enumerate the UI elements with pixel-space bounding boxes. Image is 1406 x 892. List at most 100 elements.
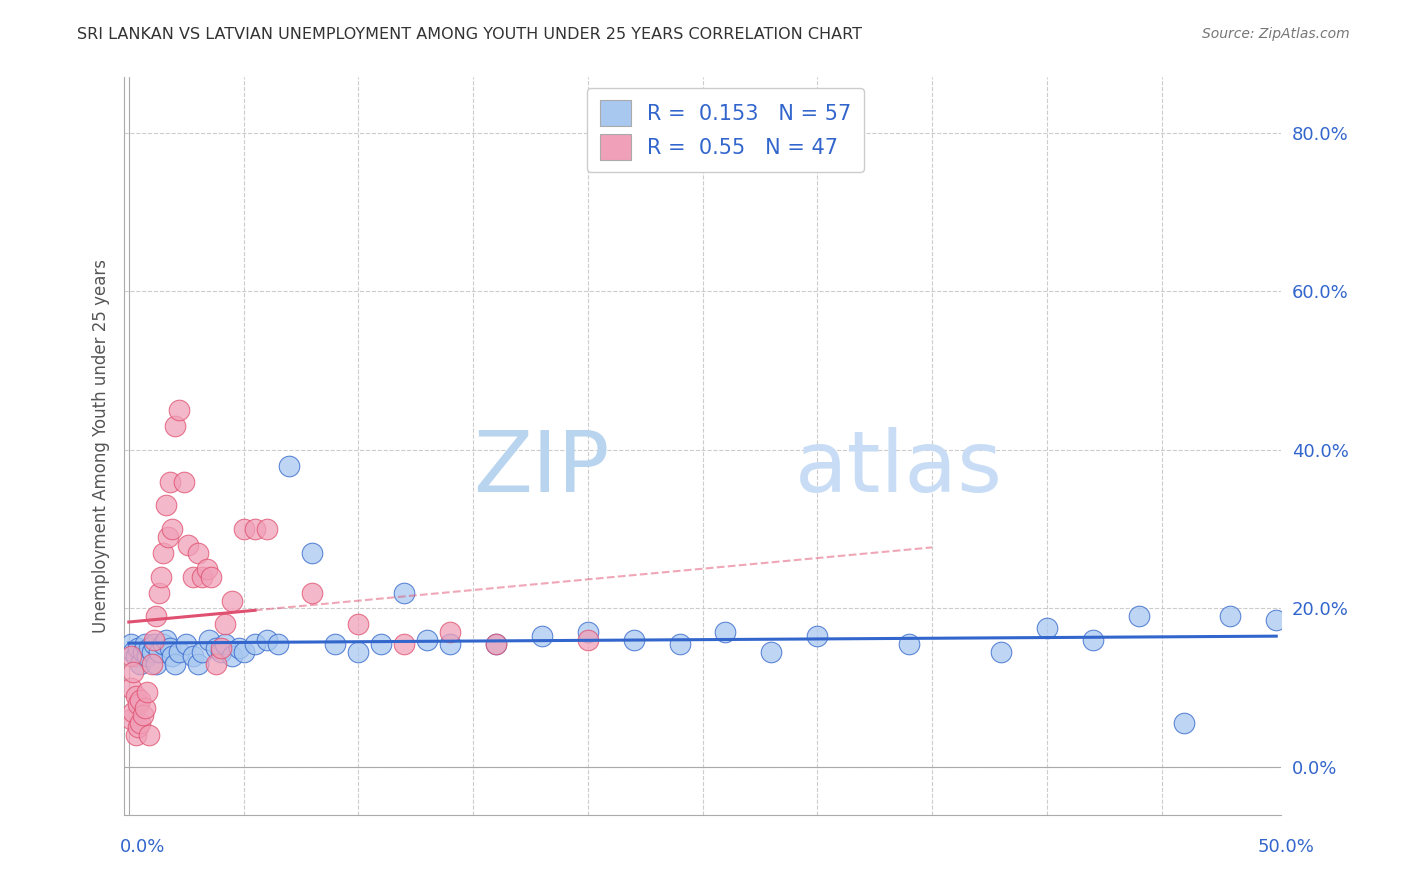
Point bbox=[301, 585, 323, 599]
Point bbox=[122, 665, 145, 679]
Point bbox=[155, 499, 177, 513]
Point bbox=[145, 609, 167, 624]
Point bbox=[221, 648, 243, 663]
Point bbox=[138, 728, 160, 742]
Point bbox=[145, 657, 167, 671]
Point bbox=[120, 637, 142, 651]
Point bbox=[761, 645, 783, 659]
Point bbox=[127, 641, 149, 656]
Point bbox=[278, 458, 301, 473]
Point bbox=[209, 641, 232, 656]
Point bbox=[898, 637, 921, 651]
Point bbox=[149, 570, 172, 584]
Point bbox=[416, 633, 439, 648]
Point bbox=[205, 641, 228, 656]
Point bbox=[169, 645, 191, 659]
Point bbox=[159, 475, 181, 489]
Point bbox=[141, 657, 163, 671]
Point bbox=[148, 585, 170, 599]
Point bbox=[806, 629, 828, 643]
Point bbox=[214, 637, 236, 651]
Point bbox=[530, 629, 553, 643]
Point bbox=[174, 637, 197, 651]
Point bbox=[198, 633, 221, 648]
Point bbox=[439, 625, 461, 640]
Y-axis label: Unemployment Among Youth under 25 years: Unemployment Among Youth under 25 years bbox=[93, 259, 110, 633]
Point bbox=[267, 637, 290, 651]
Point bbox=[392, 637, 415, 651]
Point bbox=[347, 645, 370, 659]
Point bbox=[243, 522, 266, 536]
Point bbox=[576, 633, 599, 648]
Text: 0.0%: 0.0% bbox=[120, 838, 165, 856]
Point bbox=[990, 645, 1012, 659]
Point bbox=[191, 645, 214, 659]
Point bbox=[485, 637, 508, 651]
Point bbox=[136, 684, 159, 698]
Point bbox=[1219, 609, 1241, 624]
Point bbox=[169, 403, 191, 417]
Point bbox=[485, 637, 508, 651]
Point bbox=[155, 633, 177, 648]
Point bbox=[120, 713, 142, 727]
Point bbox=[256, 522, 278, 536]
Point bbox=[159, 641, 181, 656]
Point bbox=[125, 728, 148, 742]
Text: ZIP: ZIP bbox=[474, 426, 610, 509]
Point bbox=[129, 716, 152, 731]
Point bbox=[122, 645, 145, 659]
Point bbox=[576, 625, 599, 640]
Text: 50.0%: 50.0% bbox=[1258, 838, 1315, 856]
Point bbox=[177, 538, 200, 552]
Point bbox=[392, 585, 415, 599]
Point bbox=[131, 708, 153, 723]
Text: Source: ZipAtlas.com: Source: ZipAtlas.com bbox=[1202, 27, 1350, 41]
Point bbox=[156, 530, 179, 544]
Point bbox=[163, 657, 186, 671]
Point bbox=[125, 689, 148, 703]
Point bbox=[181, 648, 204, 663]
Point bbox=[370, 637, 392, 651]
Point bbox=[1173, 716, 1195, 731]
Point bbox=[131, 645, 153, 659]
Point bbox=[125, 648, 148, 663]
Point bbox=[134, 637, 156, 651]
Point bbox=[195, 562, 218, 576]
Point bbox=[187, 657, 209, 671]
Point bbox=[181, 570, 204, 584]
Text: SRI LANKAN VS LATVIAN UNEMPLOYMENT AMONG YOUTH UNDER 25 YEARS CORRELATION CHART: SRI LANKAN VS LATVIAN UNEMPLOYMENT AMONG… bbox=[77, 27, 862, 42]
Point bbox=[143, 637, 166, 651]
Point bbox=[138, 641, 160, 656]
Point bbox=[232, 522, 254, 536]
Point bbox=[129, 657, 152, 671]
Point bbox=[173, 475, 195, 489]
Point bbox=[148, 645, 170, 659]
Point bbox=[221, 593, 243, 607]
Point bbox=[127, 697, 149, 711]
Point bbox=[136, 648, 159, 663]
Point bbox=[152, 546, 174, 560]
Point bbox=[1265, 613, 1288, 627]
Point bbox=[120, 648, 142, 663]
Point bbox=[1128, 609, 1150, 624]
Legend: R =  0.153   N = 57, R =  0.55   N = 47: R = 0.153 N = 57, R = 0.55 N = 47 bbox=[588, 87, 865, 172]
Point bbox=[127, 720, 149, 734]
Point bbox=[187, 546, 209, 560]
Point bbox=[162, 648, 184, 663]
Point bbox=[143, 633, 166, 648]
Point bbox=[134, 700, 156, 714]
Point bbox=[162, 522, 184, 536]
Point bbox=[205, 657, 228, 671]
Point bbox=[668, 637, 690, 651]
Point bbox=[129, 692, 152, 706]
Point bbox=[209, 645, 232, 659]
Point bbox=[623, 633, 645, 648]
Text: atlas: atlas bbox=[794, 426, 1002, 509]
Point bbox=[1035, 621, 1057, 635]
Point bbox=[439, 637, 461, 651]
Point bbox=[714, 625, 737, 640]
Point bbox=[191, 570, 214, 584]
Point bbox=[141, 645, 163, 659]
Point bbox=[325, 637, 347, 651]
Point bbox=[214, 617, 236, 632]
